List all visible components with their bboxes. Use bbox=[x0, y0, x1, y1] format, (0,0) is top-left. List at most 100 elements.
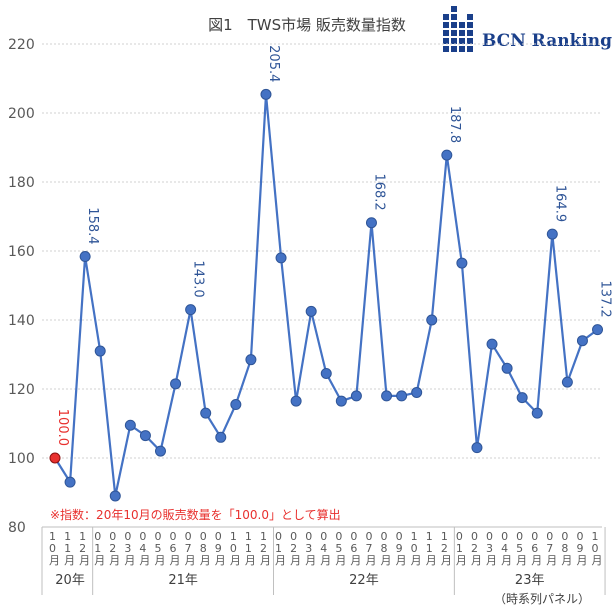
data-point bbox=[516, 392, 528, 404]
y-tick-label: 100 bbox=[8, 451, 35, 467]
logo-text: BCN Ranking bbox=[482, 31, 612, 51]
chart-title: 図1 TWS市場 販売数量指数 bbox=[208, 16, 406, 34]
series-line bbox=[54, 94, 599, 497]
year-label: 20年 bbox=[55, 573, 85, 588]
logo-square bbox=[443, 46, 449, 52]
logo-square bbox=[451, 22, 457, 28]
data-point bbox=[49, 452, 61, 464]
logo-square bbox=[467, 30, 473, 36]
data-point bbox=[200, 407, 212, 419]
data-point bbox=[471, 442, 483, 454]
data-point bbox=[426, 314, 438, 326]
year-label: 21年 bbox=[168, 573, 198, 588]
data-point bbox=[546, 228, 558, 240]
year-label: 22年 bbox=[349, 573, 379, 588]
logo-square bbox=[467, 22, 473, 28]
year-label: 23年 bbox=[515, 573, 545, 588]
data-point bbox=[109, 490, 121, 502]
data-point bbox=[185, 304, 197, 316]
data-point bbox=[592, 324, 604, 336]
y-axis-ticks: 80 100 120 140 160 180 200 220 bbox=[8, 37, 35, 536]
data-point bbox=[486, 338, 498, 350]
data-point bbox=[230, 399, 242, 411]
logo-square bbox=[443, 30, 449, 36]
logo-square bbox=[443, 22, 449, 28]
y-tick-label: 180 bbox=[8, 175, 35, 191]
logo-square bbox=[467, 38, 473, 44]
bcn-ranking-logo: BCN Ranking bbox=[443, 6, 612, 52]
x-axis: 1 0 月 1 1 月 1 2 月 0 1 月 0 2 月 0 3 月 0 4 月 0 5 月 0 6 月 0 7 月 0 8 月 0 9 月 1 0 月 1… bbox=[41, 526, 606, 595]
data-point bbox=[154, 445, 166, 457]
data-label: 137.2 bbox=[598, 280, 613, 317]
data-points bbox=[49, 88, 604, 502]
logo-square bbox=[443, 38, 449, 44]
data-point bbox=[215, 431, 227, 443]
data-label: 158.4 bbox=[85, 207, 100, 244]
logo-square bbox=[451, 30, 457, 36]
logo-square bbox=[451, 46, 457, 52]
data-label: 164.9 bbox=[552, 185, 567, 222]
data-point bbox=[350, 390, 362, 402]
chart-note: ※指数：20年10月の販売数量を「100.0」として算出 bbox=[50, 507, 341, 522]
data-point bbox=[576, 335, 588, 347]
data-point bbox=[320, 367, 332, 379]
y-tick-label: 160 bbox=[8, 244, 35, 260]
data-point bbox=[124, 419, 136, 431]
logo-square bbox=[451, 38, 457, 44]
data-point bbox=[381, 390, 393, 402]
panel-label: （時系列パネル） bbox=[494, 592, 590, 606]
logo-square bbox=[459, 46, 465, 52]
data-point bbox=[64, 476, 76, 488]
data-point bbox=[335, 395, 347, 407]
data-point bbox=[561, 376, 573, 388]
data-label: 143.0 bbox=[191, 260, 206, 297]
y-tick-label: 140 bbox=[8, 313, 35, 329]
data-point bbox=[170, 378, 182, 390]
data-point bbox=[245, 354, 257, 366]
data-label: 205.4 bbox=[266, 45, 281, 82]
data-label: 187.8 bbox=[447, 106, 462, 143]
data-point bbox=[275, 252, 287, 264]
data-label: 168.2 bbox=[371, 173, 386, 210]
logo-square bbox=[459, 38, 465, 44]
logo-square bbox=[467, 46, 473, 52]
data-point bbox=[260, 88, 272, 100]
logo-square bbox=[443, 14, 449, 20]
data-point bbox=[456, 257, 468, 269]
data-point bbox=[396, 390, 408, 402]
data-label: 100.0 bbox=[55, 409, 70, 446]
y-tick-label: 220 bbox=[8, 37, 35, 53]
logo-square bbox=[467, 14, 473, 20]
logo-mark-icon bbox=[443, 6, 473, 52]
data-point bbox=[501, 362, 513, 374]
